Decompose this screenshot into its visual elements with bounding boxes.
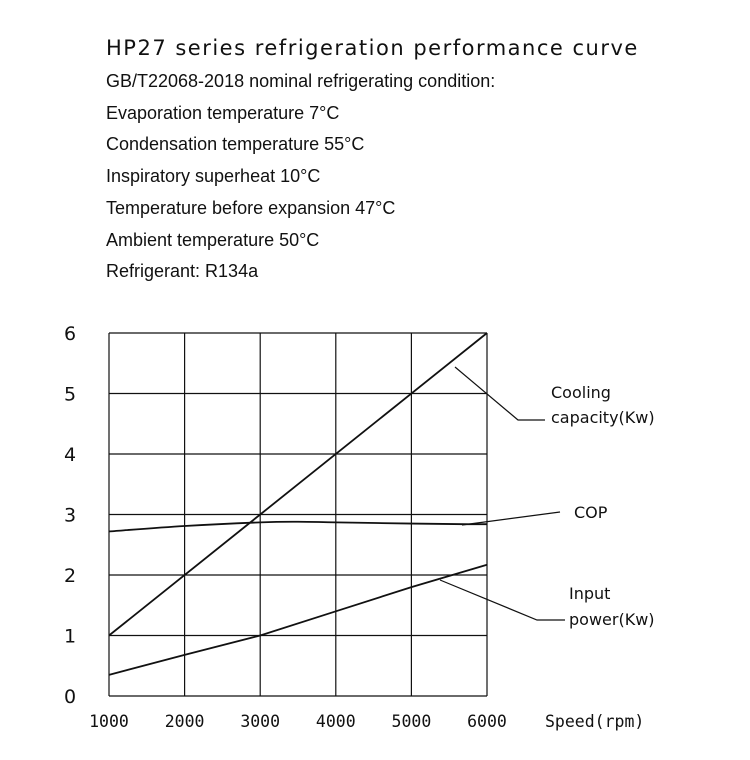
chart-title: HP27 series refrigeration performance cu… xyxy=(106,36,639,60)
condition-line: GB/T22068-2018 nominal refrigerating con… xyxy=(106,71,496,91)
cop-label: COP xyxy=(574,503,608,522)
x-tick-label: 1000 xyxy=(89,712,129,731)
series-labels: Cooling capacity(Kw) COP Input power(Kw) xyxy=(439,366,655,629)
condition-line: Evaporation temperature 7°C xyxy=(106,102,340,123)
cooling-capacity-line xyxy=(108,332,488,637)
y-axis-ticks: 0 1 2 3 4 5 6 xyxy=(64,323,76,708)
x-axis-label: Speed(rpm) xyxy=(545,712,644,731)
x-tick-label: 5000 xyxy=(392,712,432,731)
chart-grid xyxy=(108,332,488,697)
input-power-leader-line xyxy=(439,579,565,621)
x-tick-label: 4000 xyxy=(316,712,356,731)
x-tick-label: 6000 xyxy=(467,712,507,731)
y-tick-label: 4 xyxy=(64,444,76,466)
chart-series xyxy=(108,332,488,676)
input-power-line xyxy=(108,563,488,676)
y-tick-label: 6 xyxy=(64,323,76,345)
cop-line xyxy=(108,520,488,533)
x-tick-label: 3000 xyxy=(240,712,280,731)
condition-line: Temperature before expansion 47°C xyxy=(106,197,396,218)
condition-line: Condensation temperature 55°C xyxy=(106,134,365,155)
cooling-capacity-leader-line xyxy=(454,366,545,421)
condition-line: Ambient temperature 50°C xyxy=(106,229,320,250)
y-tick-label: 5 xyxy=(64,384,76,406)
input-power-label: Input xyxy=(569,584,610,603)
x-tick-label: 2000 xyxy=(165,712,205,731)
cooling-capacity-label: Cooling xyxy=(551,383,611,402)
x-axis-ticks: 1000 2000 3000 4000 5000 6000 xyxy=(89,712,507,731)
y-tick-label: 1 xyxy=(64,626,76,648)
y-tick-label: 3 xyxy=(64,505,76,527)
cop-leader-line xyxy=(461,511,561,526)
chart-header: HP27 series refrigeration performance cu… xyxy=(106,36,639,288)
condition-line: Inspiratory superheat 10°C xyxy=(106,166,321,187)
cooling-capacity-label: capacity(Kw) xyxy=(551,408,655,427)
input-power-label: power(Kw) xyxy=(569,610,655,629)
condition-line: Refrigerant: R134a xyxy=(106,261,259,282)
y-tick-label: 2 xyxy=(64,565,76,587)
y-tick-label: 0 xyxy=(64,686,76,708)
